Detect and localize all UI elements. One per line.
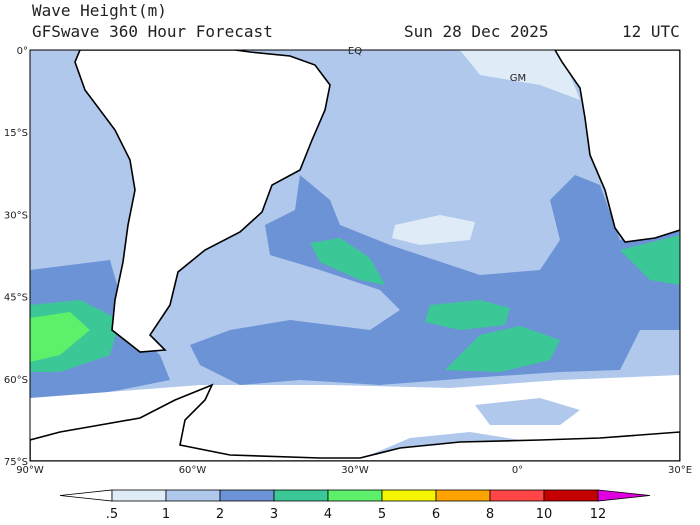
time: 12 UTC	[622, 22, 680, 41]
lon-label: 60°W	[179, 465, 207, 476]
region-3-4m	[445, 326, 560, 372]
region-3-4m	[310, 238, 385, 285]
colorbar-segment	[327, 489, 383, 502]
region-3-4m	[425, 300, 510, 330]
colorbar-segment	[435, 489, 491, 502]
lon-label: 90°W	[16, 465, 44, 476]
colorbar-label: 5	[378, 507, 386, 522]
antarctica	[30, 383, 680, 461]
date: Sun 28 Dec 2025	[404, 22, 549, 41]
subtitle: GFSwave 360 Hour Forecast	[32, 22, 273, 41]
map-area: EQ GM	[29, 46, 681, 462]
calm-region	[460, 50, 580, 100]
map-label: EQ	[348, 46, 362, 57]
africa	[554, 50, 680, 243]
lon-label: 30°W	[341, 465, 369, 476]
calm-region	[392, 215, 475, 245]
colorbar-label: 8	[486, 507, 494, 522]
region-2-3m	[190, 175, 680, 385]
colorbar-segment	[59, 489, 113, 502]
lat-label: 45°S	[4, 293, 28, 304]
title: Wave Height(m)	[32, 1, 167, 20]
colorbar-segment	[597, 489, 651, 502]
colorbar: .5 1 2 3 4 5 6 8 10 12	[59, 489, 651, 522]
colorbar-segment	[381, 489, 437, 502]
colorbar-label: 2	[216, 507, 224, 522]
axis-ticks: 0° 15°S 30°S 45°S 60°S 75°S90°W 60°W 30°W 0° 30°E	[4, 46, 692, 476]
colorbar-label: 12	[590, 507, 607, 522]
colorbar-label: 3	[270, 507, 278, 522]
region-3-4m	[620, 235, 680, 285]
south-america	[74, 50, 331, 353]
lat-label: 0°	[17, 46, 28, 57]
map-label: GM	[510, 73, 526, 84]
colorbar-segment	[165, 489, 221, 502]
colorbar-segment	[111, 489, 167, 502]
colorbar-label: 1	[162, 507, 170, 522]
colorbar-label: .5	[106, 507, 118, 522]
colorbar-label: 10	[536, 507, 553, 522]
colorbar-segment	[219, 489, 275, 502]
colorbar-label: 6	[432, 507, 440, 522]
region-4-5m	[30, 312, 90, 362]
lon-label: 30°E	[668, 465, 692, 476]
lat-label: 75°S	[4, 457, 28, 468]
lat-label: 15°S	[4, 128, 28, 139]
lon-label: 0°	[512, 465, 523, 476]
lat-label: 30°S	[4, 210, 28, 221]
colorbar-segment	[543, 489, 599, 502]
region-1-2m	[475, 398, 580, 425]
colorbar-segment	[273, 489, 329, 502]
colorbar-segment	[489, 489, 545, 502]
map-frame	[29, 49, 681, 462]
lat-label: 60°S	[4, 375, 28, 386]
colorbar-label: 4	[324, 507, 332, 522]
